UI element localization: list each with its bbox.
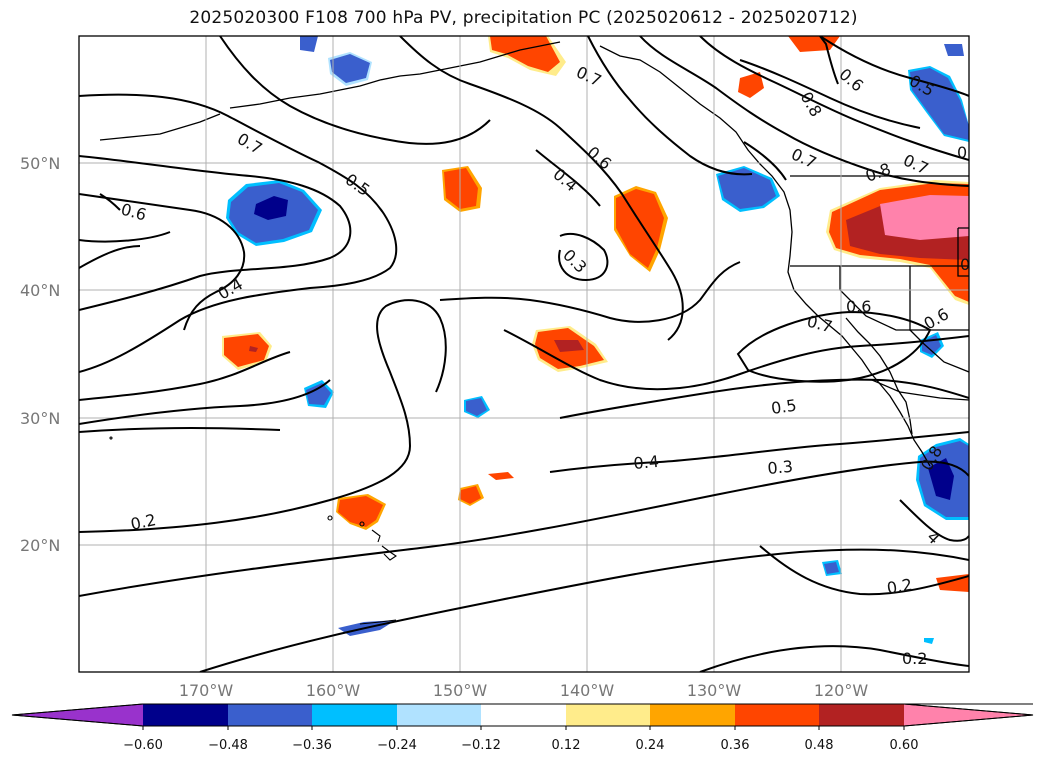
- map-area: 0.7 0.6 0.5 0.4 0.7 0.6 0.4 0.3 0.8 0.6 …: [79, 36, 970, 672]
- lon-label: 130°W: [687, 681, 742, 700]
- coastlines: [99, 41, 969, 467]
- colorbar-segment: [650, 704, 735, 726]
- colorbar-tick-label: −0.24: [377, 738, 417, 753]
- contour-label: 0.6: [846, 297, 871, 316]
- lon-label: 170°W: [179, 681, 234, 700]
- longitude-labels: 170°W 160°W 150°W 140°W 130°W 120°W: [179, 681, 869, 700]
- lon-label: 140°W: [560, 681, 615, 700]
- contour-label: 0: [957, 143, 967, 162]
- colorbar-segment: [397, 704, 481, 726]
- colorbar-tick-labels: −0.60 −0.48 −0.36 −0.24 −0.12 0.12 0.24 …: [123, 738, 918, 753]
- colorbar-segment: [312, 704, 397, 726]
- colorbar-segment: [819, 704, 904, 726]
- colorbar-extend-high: [904, 704, 1033, 726]
- lat-label: 40°N: [20, 281, 60, 300]
- colorbar: −0.60 −0.48 −0.36 −0.24 −0.12 0.12 0.24 …: [11, 703, 1034, 753]
- contour-label: 0.4: [633, 452, 660, 473]
- gridlines: [79, 36, 969, 672]
- colorbar-tick-label: 0.36: [721, 738, 750, 753]
- colorbar-segment: [481, 704, 566, 726]
- colorbar-tick-label: 0.48: [805, 738, 834, 753]
- contour-label: 0.3: [767, 457, 794, 478]
- map-frame: [78, 35, 970, 673]
- lon-label: 150°W: [433, 681, 488, 700]
- map-title: 2025020300 F108 700 hPa PV, precipitatio…: [189, 8, 858, 28]
- colorbar-tick-label: 0.24: [636, 738, 665, 753]
- colorbar-segment: [735, 704, 819, 726]
- colorbar-tick-label: −0.60: [123, 738, 163, 753]
- precip-positive-areas: [222, 36, 969, 592]
- colorbar-tick-label: −0.36: [292, 738, 332, 753]
- contour-label: 0.5: [770, 396, 798, 418]
- colorbar-tick-label: −0.48: [208, 738, 248, 753]
- colorbar-segment: [228, 704, 312, 726]
- colorbar-segment: [143, 704, 228, 726]
- colorbar-tick-label: 0.60: [890, 738, 919, 753]
- islands: [109, 436, 397, 625]
- lat-label: 50°N: [20, 154, 60, 173]
- colorbar-extend-low: [12, 704, 143, 726]
- contour-label: 0.2: [129, 510, 158, 534]
- lon-label: 120°W: [814, 681, 869, 700]
- colorbar-segment: [566, 704, 650, 726]
- pv-contours: [79, 36, 969, 672]
- lat-label: 30°N: [20, 409, 60, 428]
- lon-label: 160°W: [306, 681, 361, 700]
- colorbar-tick-label: 0.12: [552, 738, 581, 753]
- precip-negative-areas: [226, 36, 969, 644]
- contour-label: 0: [960, 255, 970, 274]
- contour-label: 0.2: [885, 575, 913, 598]
- contour-label: 0.2: [902, 649, 927, 668]
- latitude-labels: 50°N 40°N 30°N 20°N: [20, 154, 60, 555]
- colorbar-tick-label: −0.12: [461, 738, 501, 753]
- lat-label: 20°N: [20, 536, 60, 555]
